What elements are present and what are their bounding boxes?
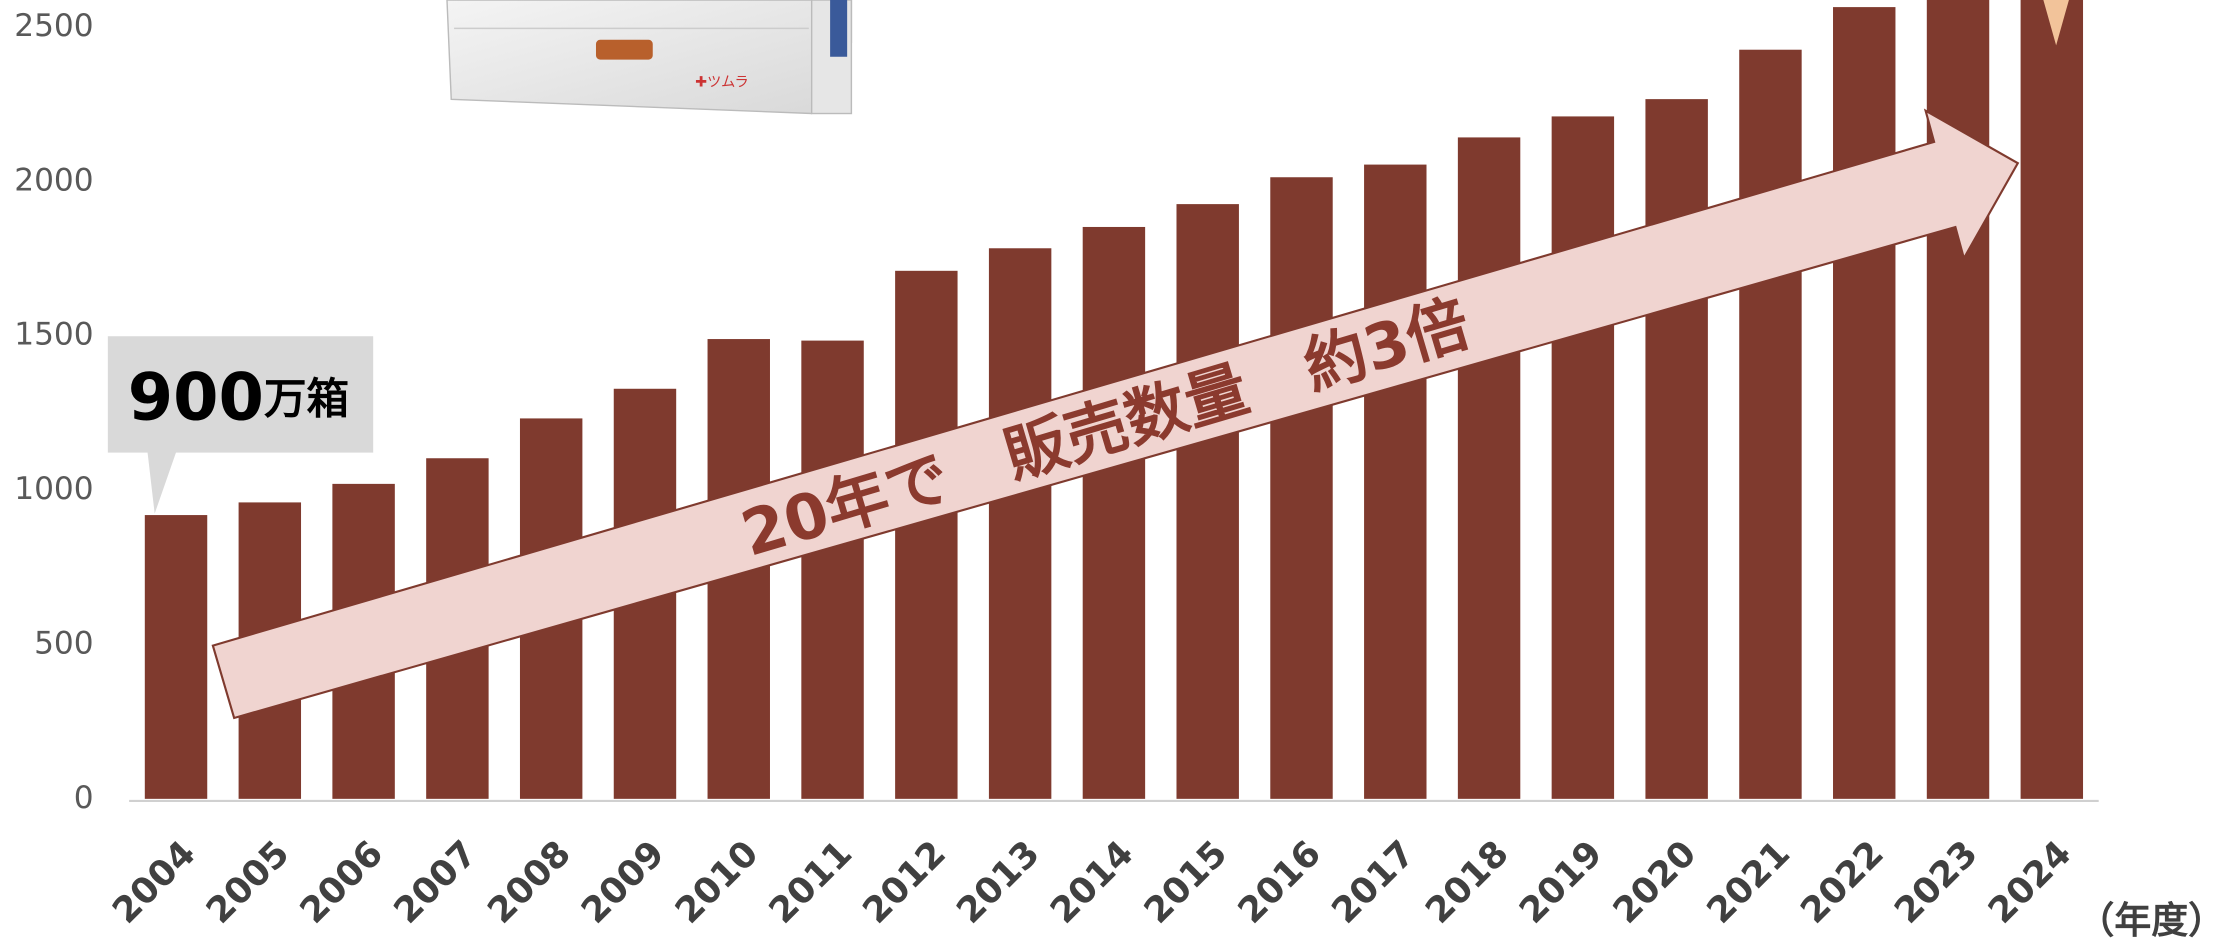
x-tick-label: 2009 — [574, 833, 673, 932]
x-tick-label: 2010 — [668, 833, 767, 932]
y-tick-label: 0 — [74, 780, 94, 816]
x-tick-label: 2017 — [1324, 833, 1423, 932]
x-tick-label: 2023 — [1887, 833, 1986, 932]
y-tick-label: 500 — [34, 625, 94, 661]
x-tick-label: 2015 — [1137, 833, 1236, 932]
x-tick-label: 2022 — [1793, 833, 1892, 932]
x-tick-label: 2021 — [1699, 833, 1798, 932]
bar — [1739, 49, 1802, 799]
x-tick-label: 2008 — [480, 833, 579, 932]
svg-text:✚ツムラ: ✚ツムラ — [695, 74, 748, 90]
trend-arrow — [211, 108, 2020, 720]
callout-unit: 万箱 — [264, 374, 349, 424]
callout: 900万箱 — [107, 336, 374, 514]
callout-text: 900万箱 — [128, 360, 349, 436]
bar — [1645, 99, 1708, 799]
x-tick-label: 2020 — [1605, 833, 1704, 932]
x-tick-label: 2014 — [1043, 833, 1142, 932]
bar — [1457, 137, 1521, 799]
x-tick-label: 2012 — [855, 833, 954, 932]
x-tick-label: 2007 — [386, 833, 485, 932]
bar — [1551, 116, 1615, 799]
x-tick-label: 2019 — [1512, 833, 1611, 932]
bar — [1176, 204, 1239, 799]
bar — [2020, 0, 2084, 799]
x-tick-label: 2024 — [1981, 833, 2080, 932]
x-axis-label: （年度） — [2077, 899, 2225, 942]
x-tick-label: 2013 — [949, 833, 1048, 932]
y-tick-label: 2500 — [14, 8, 93, 44]
y-tick-label: 2000 — [14, 162, 93, 198]
y-tick-label: 1500 — [14, 317, 93, 353]
callout-number: 900 — [128, 360, 264, 436]
x-tick-label: 2011 — [761, 833, 860, 932]
y-tick-label: 1000 — [14, 471, 93, 507]
decoration — [2043, 0, 2069, 46]
bar — [895, 270, 958, 799]
x-tick-label: 2004 — [105, 833, 204, 932]
bar — [1833, 7, 1896, 799]
bar — [1270, 177, 1333, 799]
x-tick-label: 2016 — [1230, 833, 1329, 932]
x-tick-label: 2005 — [199, 833, 298, 932]
bar — [144, 515, 208, 799]
x-tick-label: 2018 — [1418, 833, 1517, 932]
bar — [988, 248, 1052, 799]
bar — [1364, 164, 1427, 799]
bar — [1082, 226, 1146, 799]
product-image: ✚ツムラ — [446, 0, 853, 115]
x-tick-label: 2006 — [292, 833, 391, 932]
bar — [801, 340, 864, 799]
